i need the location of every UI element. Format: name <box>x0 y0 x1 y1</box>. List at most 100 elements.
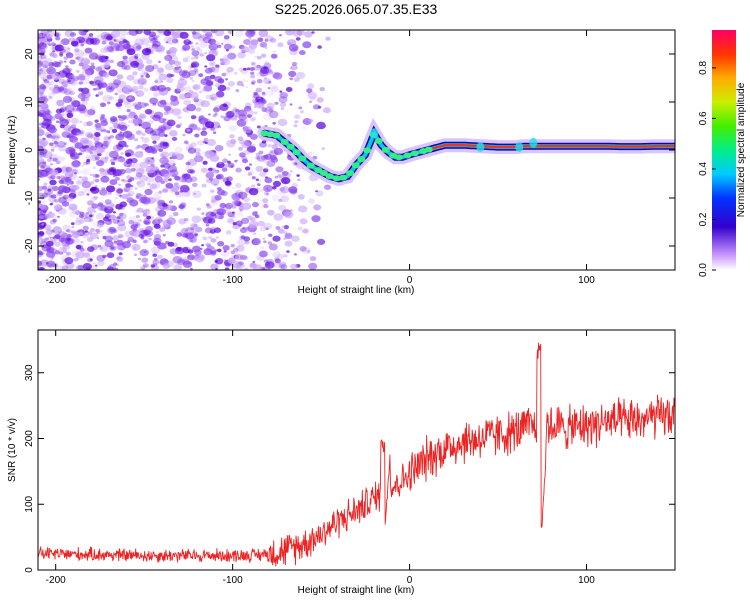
noise-dot <box>158 190 163 194</box>
noise-dot <box>62 67 71 75</box>
noise-dot <box>143 239 148 244</box>
noise-dot <box>192 85 198 90</box>
noise-dot <box>139 264 147 270</box>
noise-dot <box>158 148 163 152</box>
noise-dot <box>274 257 280 262</box>
noise-dot <box>41 125 44 128</box>
noise-dot <box>180 228 189 234</box>
noise-dot <box>109 228 115 233</box>
noise-dot <box>215 236 219 239</box>
noise-dot <box>132 102 138 107</box>
noise-dot <box>136 45 142 50</box>
noise-dot <box>256 187 260 190</box>
ridge-blob <box>346 170 355 177</box>
noise-dot <box>72 184 80 191</box>
noise-dot <box>155 172 163 178</box>
noise-dot <box>102 129 107 132</box>
noise-dot <box>50 148 55 152</box>
noise-dot <box>241 155 248 161</box>
noise-dot <box>223 115 231 122</box>
noise-dot <box>90 62 95 66</box>
noise-dot <box>160 151 170 158</box>
noise-dot <box>243 226 253 234</box>
noise-dot <box>122 223 126 226</box>
noise-dot <box>83 216 92 223</box>
noise-dot <box>285 87 293 92</box>
noise-dot <box>58 145 67 152</box>
noise-dot <box>297 226 303 231</box>
noise-dot <box>88 33 94 37</box>
noise-dot <box>73 76 80 81</box>
noise-dot <box>235 89 240 92</box>
noise-dot <box>87 148 93 153</box>
noise-dot <box>145 237 151 242</box>
noise-dot <box>281 225 285 229</box>
noise-dot <box>46 134 53 139</box>
noise-dot <box>104 199 112 205</box>
snr-frame <box>37 329 676 571</box>
noise-dot <box>143 87 149 92</box>
noise-dot <box>120 152 124 155</box>
noise-dot <box>158 88 169 96</box>
noise-dot <box>231 193 242 201</box>
noise-dot <box>157 212 161 215</box>
x-tick-label: 100 <box>578 575 595 586</box>
noise-dot <box>174 175 181 181</box>
ridge-spot <box>370 128 379 139</box>
noise-dot <box>46 158 52 163</box>
noise-dot <box>277 189 286 196</box>
noise-dot <box>78 62 84 67</box>
noise-dot <box>38 98 45 105</box>
noise-dot <box>42 95 47 100</box>
noise-dot <box>173 182 179 187</box>
noise-dot <box>66 77 75 85</box>
noise-dot <box>168 47 178 54</box>
noise-dot <box>50 132 59 140</box>
noise-dot <box>262 78 272 85</box>
ridge-blob <box>319 170 328 176</box>
noise-dot <box>84 227 89 231</box>
noise-dot <box>65 251 71 256</box>
noise-dot <box>51 89 59 95</box>
noise-dot <box>118 245 126 251</box>
noise-dot <box>85 131 93 138</box>
noise-dot <box>44 108 48 111</box>
noise-dot <box>215 267 218 270</box>
noise-dot <box>202 236 206 240</box>
noise-dot <box>210 238 217 243</box>
snr-y-axis: 0 100 200 300 <box>24 364 675 573</box>
noise-dot <box>221 72 227 77</box>
noise-dot <box>119 194 123 198</box>
noise-dot <box>247 30 256 35</box>
noise-dot <box>124 189 127 192</box>
noise-dot <box>43 182 48 186</box>
noise-dot <box>152 92 160 97</box>
noise-dot <box>268 110 279 119</box>
noise-dot <box>158 125 167 132</box>
noise-dot <box>144 220 149 224</box>
noise-dot <box>50 194 57 199</box>
noise-dot <box>43 224 52 231</box>
noise-dot <box>162 188 169 193</box>
noise-dot <box>131 152 135 156</box>
noise-dot <box>71 222 75 226</box>
noise-dot <box>208 93 217 100</box>
noise-dot <box>75 216 84 223</box>
noise-dot <box>321 147 325 150</box>
noise-dot <box>148 119 154 124</box>
noise-dot <box>108 41 114 46</box>
noise-dot <box>54 234 61 240</box>
noise-dot <box>84 177 88 180</box>
noise-dot <box>73 103 77 106</box>
noise-dot <box>152 140 157 144</box>
noise-dot <box>90 135 96 140</box>
noise-dot <box>243 267 249 270</box>
noise-dot <box>81 232 89 239</box>
noise-dot <box>261 140 267 144</box>
noise-dot <box>50 131 53 134</box>
noise-dot <box>123 179 128 183</box>
noise-dot <box>70 40 79 47</box>
noise-dot <box>155 68 165 76</box>
noise-dot <box>113 39 117 42</box>
